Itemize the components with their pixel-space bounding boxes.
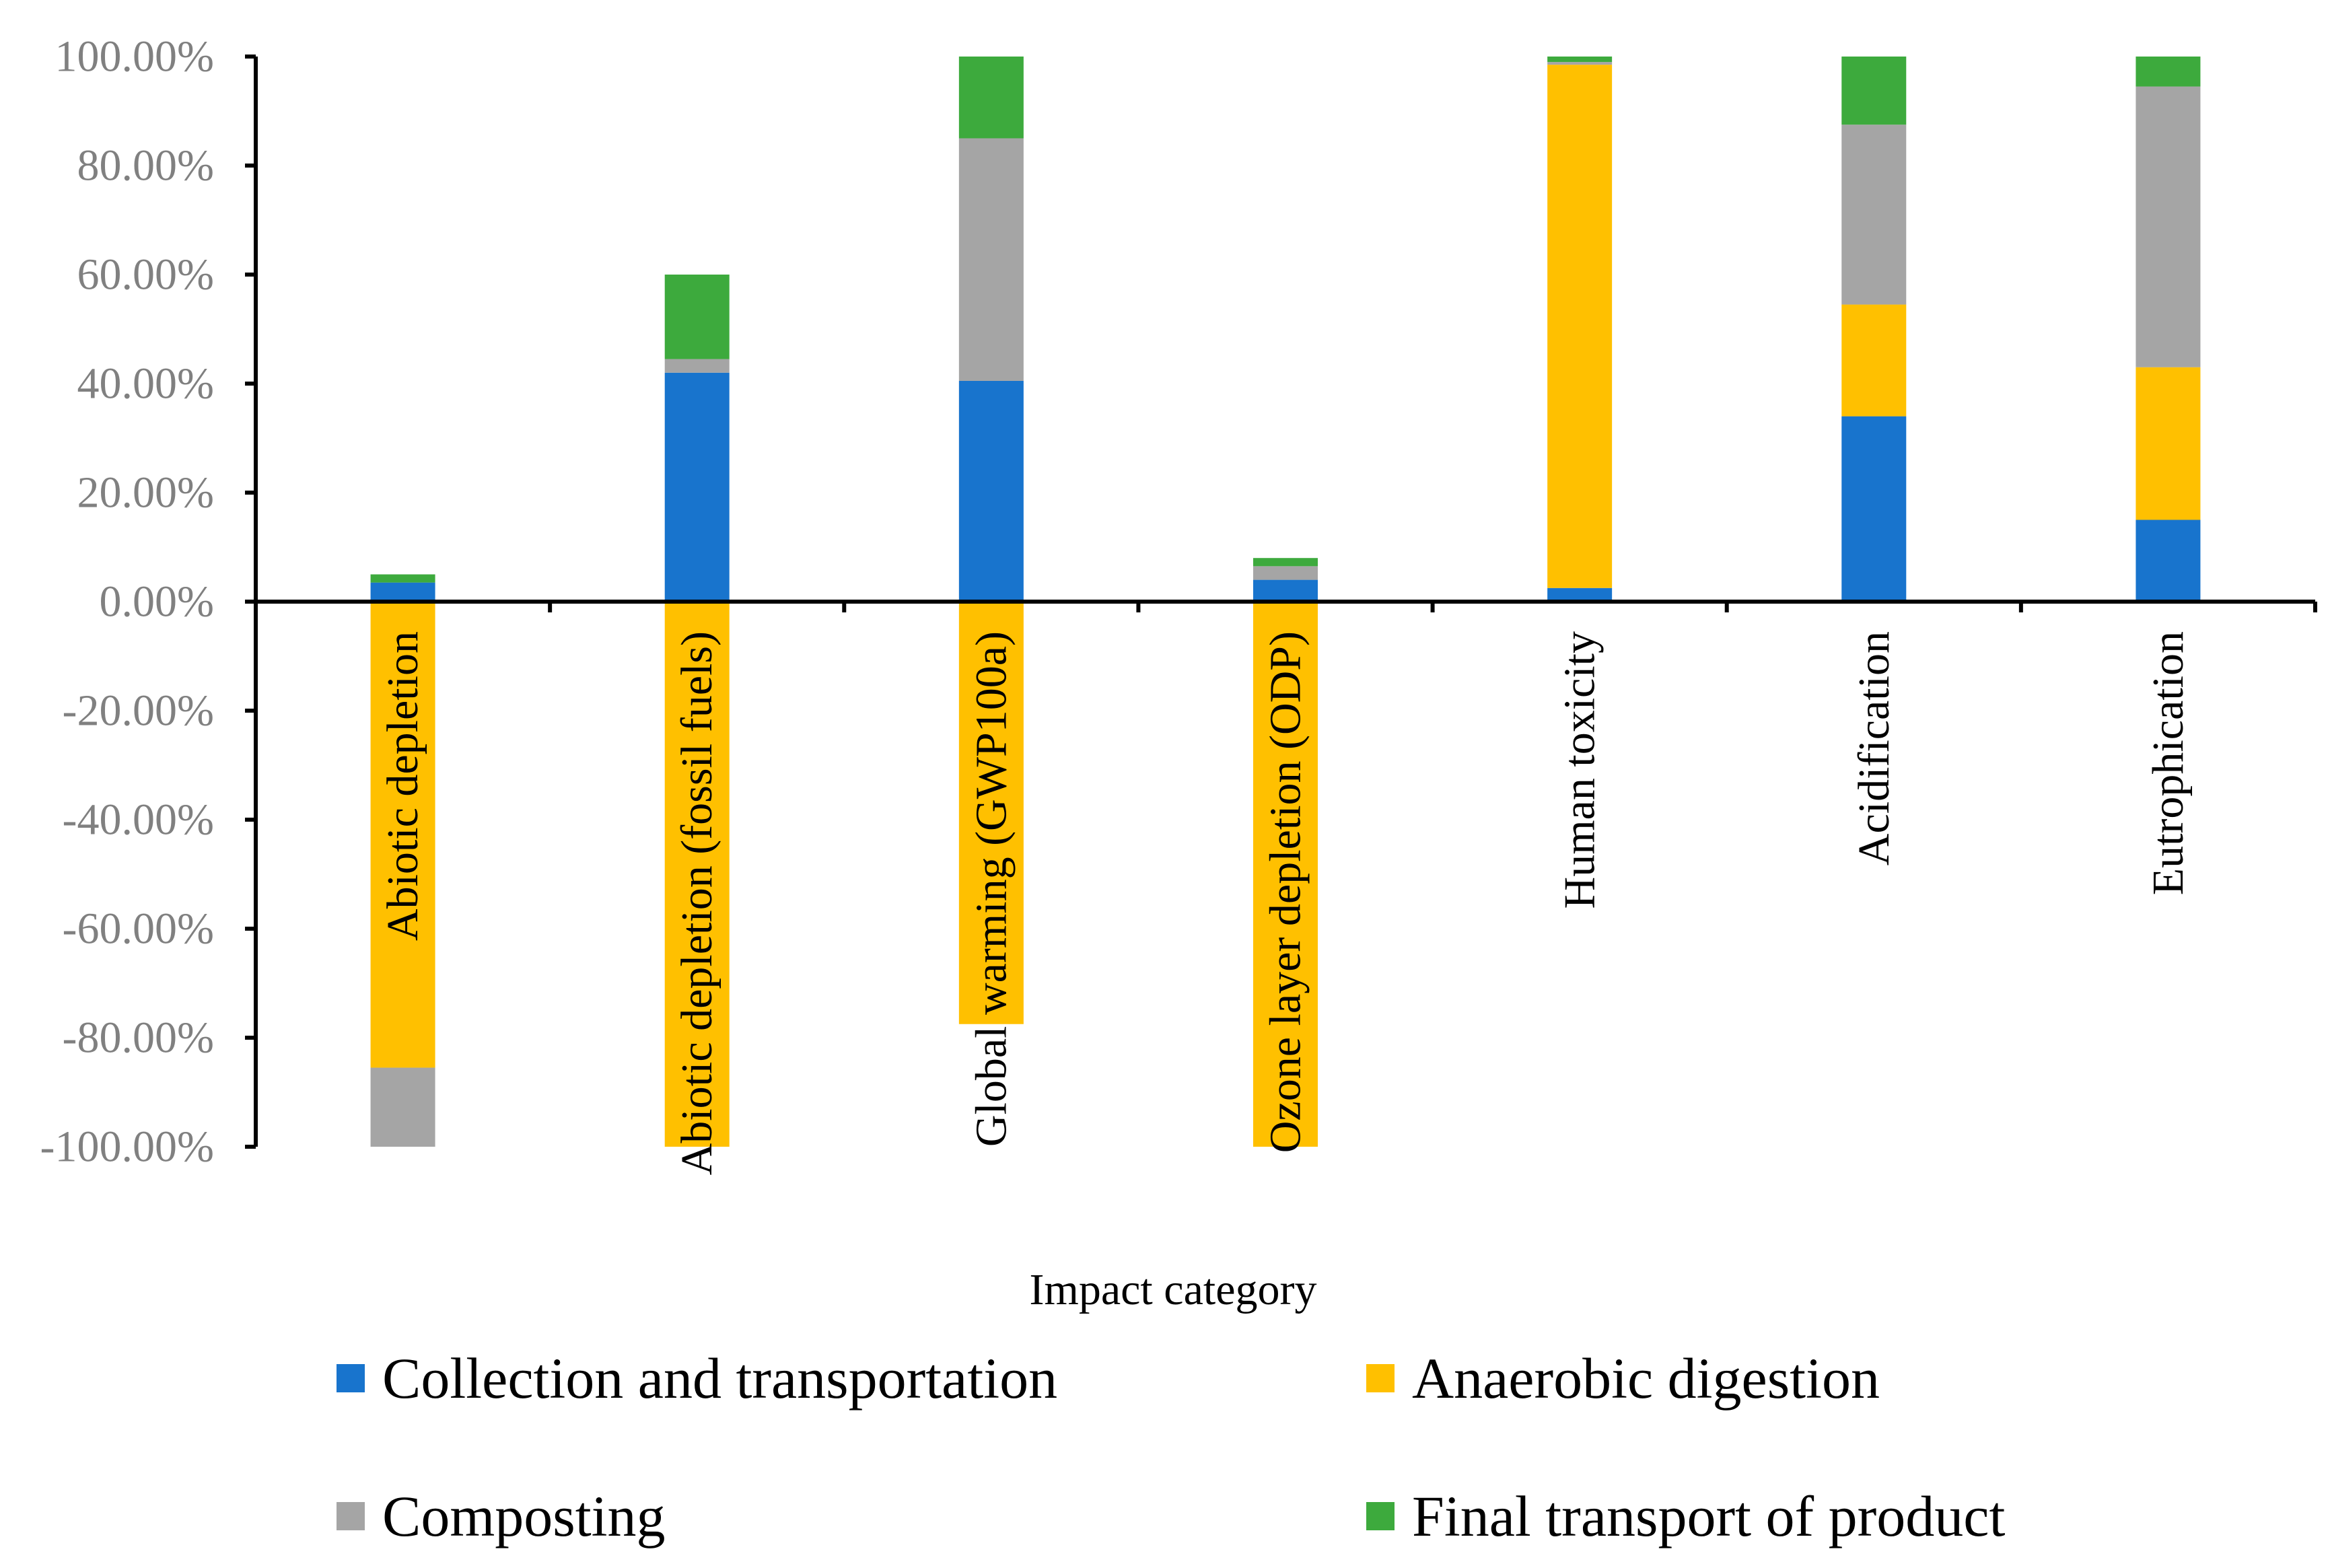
bar-segment bbox=[2136, 86, 2201, 367]
bar-segment bbox=[1253, 558, 1318, 567]
bar-segment bbox=[958, 138, 1024, 381]
x-axis-title: Impact category bbox=[1030, 1265, 1317, 1314]
y-tick-label: -80.00% bbox=[63, 1013, 214, 1063]
bar-segment bbox=[1253, 602, 1318, 1147]
bar-segment bbox=[1841, 416, 1907, 602]
bar-segment bbox=[958, 57, 1024, 139]
category-label: Acidification bbox=[1849, 631, 1899, 865]
y-tick-label: -60.00% bbox=[63, 904, 214, 954]
bar-segment bbox=[1841, 124, 1907, 305]
bar-segment bbox=[1841, 304, 1907, 417]
bar-segment bbox=[664, 275, 730, 359]
y-tick-label: 20.00% bbox=[77, 468, 214, 518]
bar-segment bbox=[664, 359, 730, 373]
bar-segment bbox=[1841, 57, 1907, 125]
legend-swatch bbox=[337, 1364, 365, 1392]
y-tick-label: -20.00% bbox=[63, 686, 214, 736]
bar-segments bbox=[370, 57, 2201, 1147]
bar-segment bbox=[958, 602, 1024, 1024]
legend-item: Composting bbox=[337, 1484, 666, 1548]
bar-segment bbox=[2136, 520, 2201, 602]
bar-segment bbox=[1547, 587, 1613, 602]
y-axis-ticks: 100.00% 80.00% 60.00% 40.00% 20.00% 0.00% -20.… bbox=[40, 32, 256, 1172]
legend-swatch bbox=[337, 1502, 365, 1530]
bar-segment bbox=[958, 380, 1024, 602]
category-labels: Abiotic depletion Abiotic depletion (foss… bbox=[378, 631, 2193, 1175]
legend-item: Final transport of product bbox=[1366, 1484, 2005, 1548]
y-tick-label: 0.00% bbox=[100, 577, 214, 627]
category-label: Ozone layer depletion (ODP) bbox=[1261, 631, 1310, 1153]
category-label: Abiotic depletion (fossil fuels) bbox=[672, 631, 721, 1175]
legend-swatch bbox=[1366, 1502, 1395, 1530]
bar-segment bbox=[370, 582, 435, 602]
bar-segment bbox=[370, 1067, 435, 1147]
bar-segment bbox=[1547, 57, 1613, 63]
bar-segment bbox=[2136, 367, 2201, 520]
bar-segment bbox=[1253, 579, 1318, 602]
legend-label: Anaerobic digestion bbox=[1412, 1346, 1880, 1411]
bar-segment bbox=[370, 574, 435, 583]
category-label: Human toxicity bbox=[1555, 631, 1604, 908]
legend-label: Final transport of product bbox=[1412, 1484, 2005, 1548]
bar-segment bbox=[370, 602, 435, 1068]
bar-segment bbox=[664, 602, 730, 1147]
y-tick-label: 40.00% bbox=[77, 359, 214, 408]
y-tick-label: 60.00% bbox=[77, 250, 214, 299]
legend-item: Collection and transportation bbox=[337, 1346, 1057, 1411]
legend-item: Anaerobic digestion bbox=[1366, 1346, 1880, 1411]
bar-segment bbox=[1547, 65, 1613, 588]
category-label: Eutrophication bbox=[2144, 631, 2193, 895]
category-label: Abiotic depletion bbox=[378, 631, 427, 941]
bar-segment bbox=[1253, 566, 1318, 580]
y-tick-label: -100.00% bbox=[40, 1122, 214, 1172]
bar-segment bbox=[664, 372, 730, 602]
legend-label: Composting bbox=[382, 1484, 666, 1548]
y-tick-label: 80.00% bbox=[77, 141, 214, 190]
bar-segment bbox=[2136, 57, 2201, 87]
x-axis-ticks bbox=[548, 602, 2317, 612]
y-tick-label: -40.00% bbox=[63, 795, 214, 845]
legend-label: Collection and transportation bbox=[382, 1346, 1057, 1411]
bar-segment bbox=[1547, 62, 1613, 65]
y-tick-label: 100.00% bbox=[55, 32, 214, 81]
legend: Collection and transportation Anaerobic d… bbox=[337, 1346, 2005, 1548]
legend-swatch bbox=[1366, 1364, 1395, 1392]
category-label: Global warming (GWP100a) bbox=[966, 631, 1016, 1147]
